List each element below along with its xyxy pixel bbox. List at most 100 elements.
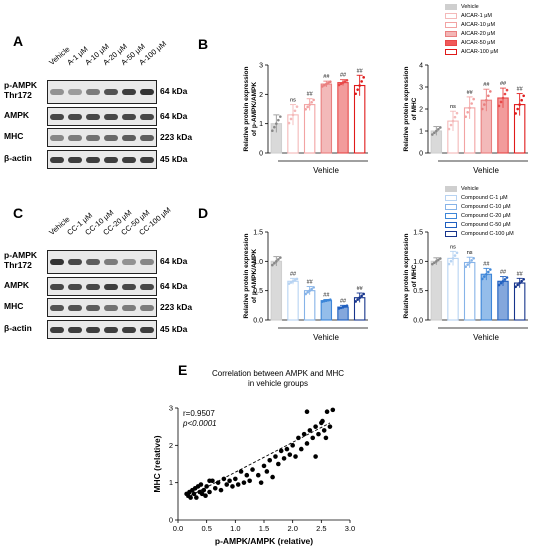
scatter-point	[296, 435, 301, 441]
data-point	[439, 126, 442, 129]
scatter-point	[273, 454, 278, 459]
legend-label: AICAR-50 μM	[461, 40, 496, 46]
data-point	[341, 305, 345, 309]
x-tick-label: 0.5	[201, 524, 211, 533]
legend-item: Compound C-100 μM	[445, 231, 514, 237]
y-axis-label: Relative protein expressionof p-AMPK/AMP…	[243, 67, 258, 152]
scatter-point	[204, 484, 209, 489]
y-tick-label: 0	[259, 151, 263, 158]
data-point	[339, 306, 343, 310]
bar	[287, 280, 299, 321]
x-axis-label: Vehicle	[313, 166, 339, 175]
bar-chart-d-left: Relative protein expressionof p-AMPK/AMP…	[243, 230, 368, 342]
molecular-weight-label: 45 kDa	[160, 153, 188, 164]
data-point	[453, 254, 457, 257]
blot-band	[122, 134, 136, 141]
western-blot-a: Vehicle A-1 μM A-10 μM A-20 μM A-50 μM A-100 …	[0, 0, 200, 190]
legend-aicar: Vehicle AICAR-1 μM AICAR-10 μM AICAR-20 μM A…	[445, 4, 550, 64]
legend-item: AICAR-20 μM	[445, 31, 495, 37]
significance-label: ##	[357, 68, 364, 74]
blot-band	[86, 259, 100, 265]
scatter-point	[310, 435, 316, 441]
data-point	[483, 103, 486, 106]
data-point	[291, 279, 295, 283]
data-point	[337, 83, 341, 87]
legend-label: Vehicle	[461, 4, 479, 10]
scatter-point	[261, 463, 267, 469]
y-tick-label: 1.0	[413, 259, 423, 266]
y-tick-label: 0.0	[413, 318, 423, 325]
data-point	[455, 251, 459, 255]
blot-band	[122, 156, 136, 163]
blot-band	[86, 326, 100, 333]
bar	[430, 260, 443, 321]
legend-swatch	[445, 49, 457, 55]
data-point	[431, 133, 434, 136]
data-point	[329, 298, 332, 302]
y-tick-label: 0.5	[253, 288, 263, 295]
data-point	[329, 80, 332, 84]
data-point	[487, 270, 490, 274]
legend-label: AICAR-20 μM	[461, 31, 496, 37]
significance-label: ##	[500, 270, 507, 276]
blot-strip	[47, 150, 157, 169]
y-axis-label: MHC (relative)	[152, 435, 162, 492]
y-tick-label: 0.0	[253, 318, 263, 325]
blot-band	[104, 134, 118, 141]
data-point	[295, 277, 299, 281]
legend-item: AICAR-50 μM	[445, 40, 495, 46]
data-point	[503, 278, 507, 281]
legend-label: Compound C-50 μM	[461, 222, 511, 228]
x-tick-label: 2.0	[287, 524, 297, 533]
scatter-point	[215, 480, 221, 485]
data-point	[520, 98, 523, 102]
data-point	[483, 275, 486, 278]
correlation-r: r=0.9507	[183, 409, 215, 418]
blot-strip	[47, 80, 157, 104]
y-tick-label: 3	[169, 404, 173, 413]
bar	[447, 257, 459, 321]
blot-band	[86, 156, 100, 163]
scatter-point	[218, 487, 224, 493]
blot-band	[140, 134, 154, 141]
data-point	[356, 88, 359, 91]
data-point	[293, 278, 297, 282]
data-point	[271, 263, 274, 267]
molecular-weight-label: 223 kDa	[160, 131, 193, 142]
significance-label: ns	[450, 244, 456, 250]
legend-label: Compound C-1 μM	[461, 195, 508, 201]
scatter-point	[267, 457, 273, 463]
legend-label: Compound C-10 μM	[461, 204, 511, 210]
blot-band	[50, 89, 64, 95]
scatter-point	[320, 418, 325, 424]
data-point	[466, 111, 469, 114]
y-tick-label: 2	[259, 92, 263, 99]
data-point	[451, 257, 455, 260]
data-point	[289, 117, 293, 121]
data-point	[501, 96, 505, 100]
data-point	[522, 277, 525, 281]
data-point	[451, 119, 455, 123]
panel-letter-e: E	[178, 362, 188, 378]
blot-band	[50, 283, 64, 290]
blot-band	[50, 304, 64, 311]
data-point	[449, 123, 453, 127]
legend-item: Compound C-10 μM	[445, 204, 511, 210]
legend-swatch	[445, 231, 457, 237]
y-tick-label: 1.5	[253, 230, 263, 237]
significance-label: ns	[450, 104, 456, 110]
data-point	[505, 276, 509, 279]
data-point	[277, 258, 280, 261]
data-point	[472, 256, 475, 260]
blot-strip	[47, 250, 157, 274]
data-point	[273, 261, 276, 265]
bar-chart-b-left: Relative protein expressionof p-AMPK/AMP…	[243, 63, 368, 175]
scatter-point	[330, 407, 336, 413]
scatter-point	[241, 480, 247, 485]
y-tick-label: 0	[419, 151, 423, 158]
y-axis-label: Relative protein expressionof p-AMPK/AMP…	[243, 234, 258, 319]
blot-band	[104, 283, 118, 290]
scatter-point	[230, 484, 235, 489]
blot-band	[50, 113, 64, 120]
